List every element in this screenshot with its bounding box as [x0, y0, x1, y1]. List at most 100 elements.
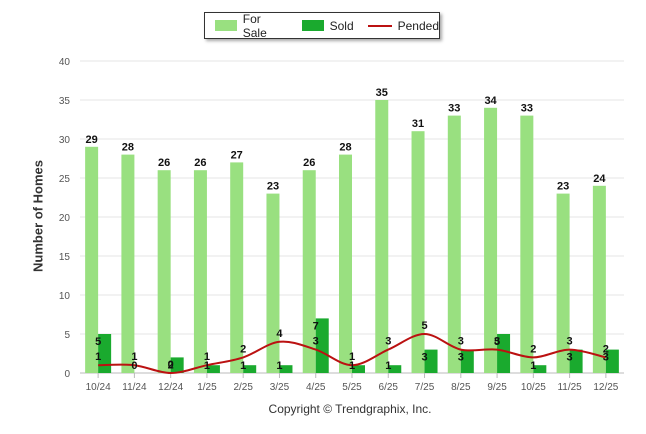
- data-label-sold: 3: [603, 352, 609, 364]
- y-tick-label: 15: [59, 252, 71, 263]
- x-tick-label: 10/25: [521, 382, 546, 393]
- bar-sold: [352, 365, 365, 373]
- x-tick-label: 8/25: [451, 382, 471, 393]
- x-tick-label: 11/24: [122, 382, 147, 393]
- x-tick-label: 3/25: [270, 382, 290, 393]
- x-tick-label: 7/25: [415, 382, 435, 393]
- data-label-for-sale: 35: [376, 87, 388, 99]
- bar-for-sale: [484, 107, 498, 374]
- x-tick-label: 2/25: [233, 382, 253, 393]
- data-label-sold: 1: [349, 360, 355, 372]
- x-tick-label: 10/24: [86, 382, 111, 393]
- bar-sold: [170, 357, 184, 373]
- bar-for-sale: [302, 170, 316, 373]
- data-label-sold: 1: [276, 360, 282, 372]
- sold-swatch-icon: [301, 20, 324, 31]
- data-label-sold: 5: [494, 336, 500, 348]
- bar-sold: [460, 349, 474, 373]
- data-label-sold: 2: [168, 359, 174, 371]
- data-label-pended: 2: [240, 343, 246, 355]
- data-label-pended: 3: [458, 336, 464, 348]
- data-label-sold: 3: [567, 352, 573, 364]
- x-tick-label: 5/25: [342, 382, 362, 393]
- data-label-for-sale: 26: [194, 157, 206, 169]
- data-label-sold: 7: [313, 320, 319, 332]
- data-label-pended: 3: [567, 336, 573, 348]
- y-tick-label: 25: [59, 174, 71, 185]
- legend-item-for-sale[interactable]: For Sale: [215, 12, 288, 40]
- data-label-pended: 3: [313, 336, 319, 348]
- x-tick-label: 9/25: [487, 382, 507, 393]
- data-label-pended: 3: [385, 336, 391, 348]
- bar-sold: [388, 365, 402, 373]
- data-label-for-sale: 28: [122, 142, 134, 154]
- bar-sold: [98, 334, 112, 373]
- data-label-pended: 1: [95, 351, 101, 363]
- y-tick-label: 20: [59, 213, 71, 224]
- data-label-sold: 1: [530, 360, 536, 372]
- legend-item-sold[interactable]: Sold: [301, 18, 354, 33]
- data-label-sold: 1: [385, 360, 391, 372]
- data-label-for-sale: 33: [448, 103, 460, 115]
- data-label-pended: 3: [494, 336, 500, 348]
- data-label-for-sale: 33: [521, 103, 533, 115]
- y-tick-label: 40: [59, 57, 71, 68]
- legend-item-pended[interactable]: Pended: [367, 18, 439, 33]
- data-label-pended: 1: [349, 351, 355, 363]
- pended-series-line: [98, 332, 607, 375]
- bar-sold: [605, 349, 619, 373]
- x-tick-label: 1/25: [197, 382, 217, 393]
- y-tick-label: 35: [59, 96, 71, 107]
- data-label-for-sale: 23: [267, 181, 279, 193]
- data-label-sold: 5: [95, 336, 101, 348]
- data-label-for-sale: 27: [231, 149, 243, 161]
- for-sale-swatch-icon: [215, 20, 237, 31]
- pended-line-swatch-icon: [367, 24, 392, 27]
- data-label-pended: 1: [204, 351, 210, 363]
- data-label-sold: 1: [240, 360, 246, 372]
- bar-for-sale: [230, 162, 244, 373]
- data-label-for-sale: 28: [339, 142, 351, 154]
- data-label-for-sale: 29: [86, 134, 98, 146]
- legend: For Sale Sold Pended: [204, 12, 440, 40]
- data-label-for-sale: 31: [412, 118, 424, 130]
- bar-for-sale: [520, 115, 534, 373]
- data-label-pended: 2: [530, 343, 536, 355]
- data-label-for-sale: 23: [557, 181, 569, 193]
- data-label-pended: 1: [131, 351, 137, 363]
- data-label-for-sale: 24: [593, 173, 606, 185]
- x-tick-label: 12/25: [593, 382, 618, 393]
- x-tick-label: 6/25: [379, 382, 399, 393]
- bar-for-sale: [157, 170, 171, 373]
- bar-for-sale: [193, 170, 207, 373]
- bar-sold: [424, 349, 438, 373]
- data-label-for-sale: 26: [303, 157, 315, 169]
- data-label-pended: 2: [603, 343, 609, 355]
- bar-for-sale: [266, 193, 280, 373]
- bar-for-sale: [339, 154, 352, 373]
- data-label-sold: 1: [204, 360, 210, 372]
- bar-for-sale: [85, 146, 99, 373]
- bar-sold: [569, 349, 583, 373]
- bars: [85, 100, 619, 374]
- data-label-pended: 5: [421, 320, 427, 332]
- bar-sold: [315, 318, 329, 373]
- x-tick-label: 11/25: [557, 382, 582, 393]
- x-tick-label: 4/25: [306, 382, 326, 393]
- legend-label-sold: Sold: [329, 18, 354, 33]
- data-label-for-sale: 34: [484, 95, 497, 107]
- bar-sold: [206, 365, 220, 373]
- bar-for-sale: [556, 193, 570, 373]
- legend-label-for-sale: For Sale: [242, 11, 267, 40]
- data-label-pended: 0: [168, 359, 174, 371]
- data-label-sold: 3: [421, 352, 427, 364]
- legend-label-pended: Pended: [397, 18, 439, 33]
- data-label-for-sale: 26: [158, 157, 170, 169]
- bar-sold: [497, 334, 511, 373]
- bar-sold: [243, 365, 257, 373]
- bar-for-sale: [592, 185, 606, 373]
- y-axis-label: Number of Homes: [30, 160, 46, 272]
- data-label-sold: 0: [131, 360, 137, 372]
